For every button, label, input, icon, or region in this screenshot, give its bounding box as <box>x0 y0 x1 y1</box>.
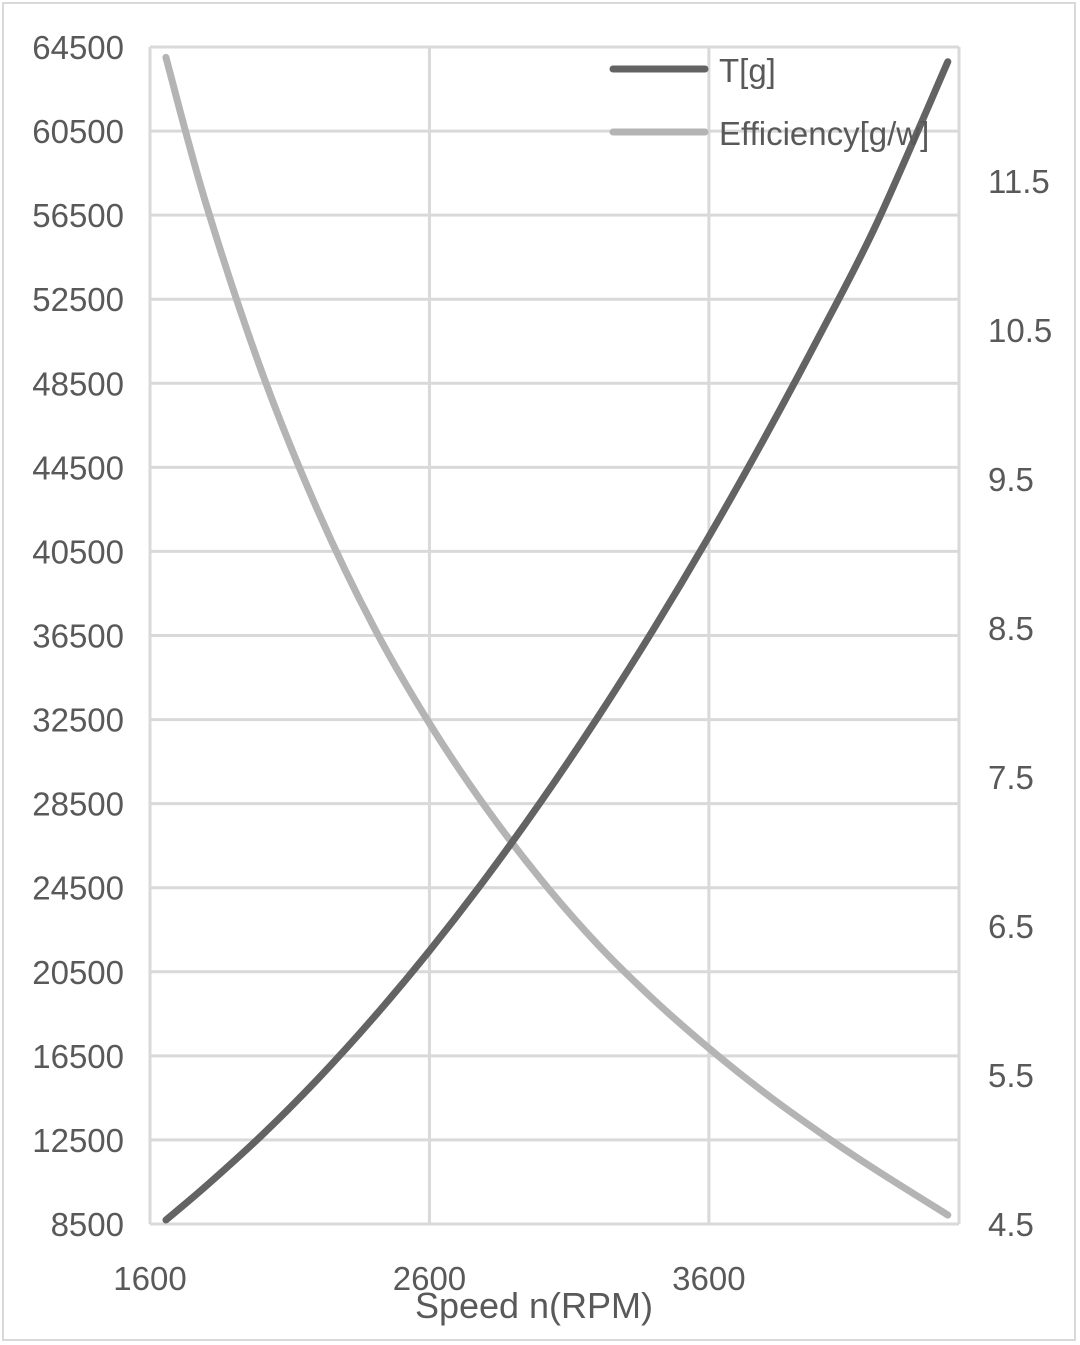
legend-label-efficiency: Efficiency[g/w] <box>719 115 929 152</box>
y-tick-label: 24500 <box>32 870 124 907</box>
y-tick-label: 40500 <box>32 533 124 570</box>
y2-tick-label: 8.5 <box>988 610 1034 647</box>
x-tick-label: 3600 <box>672 1260 745 1297</box>
legend: T[g] Efficiency[g/w] <box>609 52 929 152</box>
y-tick-label: 52500 <box>32 281 124 318</box>
series-efficiency-line <box>162 53 952 1219</box>
left-y-axis-labels: 8500 12500 16500 20500 24500 28500 32500 36500 4… <box>32 29 124 1243</box>
legend-item-efficiency[interactable]: Efficiency[g/w] <box>609 115 929 152</box>
y2-tick-label: 11.5 <box>988 163 1050 200</box>
right-y-axis-labels: 4.5 5.5 6.5 7.5 8.5 9.5 10.5 11.5 <box>988 163 1052 1243</box>
y2-tick-label: 6.5 <box>988 908 1034 945</box>
y-tick-label: 60500 <box>32 113 124 150</box>
x-axis-title: Speed n(RPM) <box>415 1285 653 1326</box>
y-tick-label: 64500 <box>32 29 124 66</box>
y2-tick-label: 7.5 <box>988 759 1034 796</box>
plot-series <box>162 53 952 1224</box>
x-tick-label: 1600 <box>113 1260 186 1297</box>
y-tick-label: 32500 <box>32 702 124 739</box>
y-tick-label: 20500 <box>32 954 124 991</box>
y-tick-label: 44500 <box>32 449 124 486</box>
legend-label-t: T[g] <box>719 52 776 89</box>
legend-item-t[interactable]: T[g] <box>609 52 776 89</box>
x-axis-labels: 1600 2600 3600 <box>113 1260 745 1297</box>
y2-tick-label: 10.5 <box>988 312 1052 349</box>
y-tick-label: 12500 <box>32 1122 124 1159</box>
y2-tick-label: 9.5 <box>988 461 1034 498</box>
y-tick-label: 16500 <box>32 1038 124 1075</box>
y-tick-label: 56500 <box>32 197 124 234</box>
y-tick-label: 36500 <box>32 618 124 655</box>
series-t-line <box>162 58 952 1224</box>
y-tick-label: 8500 <box>51 1206 124 1243</box>
y2-tick-label: 4.5 <box>988 1206 1034 1243</box>
gridlines <box>148 45 961 1226</box>
y2-tick-label: 5.5 <box>988 1057 1034 1094</box>
y-tick-label: 28500 <box>32 786 124 823</box>
y-tick-label: 48500 <box>32 365 124 402</box>
x-tick-label: 2600 <box>393 1260 466 1297</box>
